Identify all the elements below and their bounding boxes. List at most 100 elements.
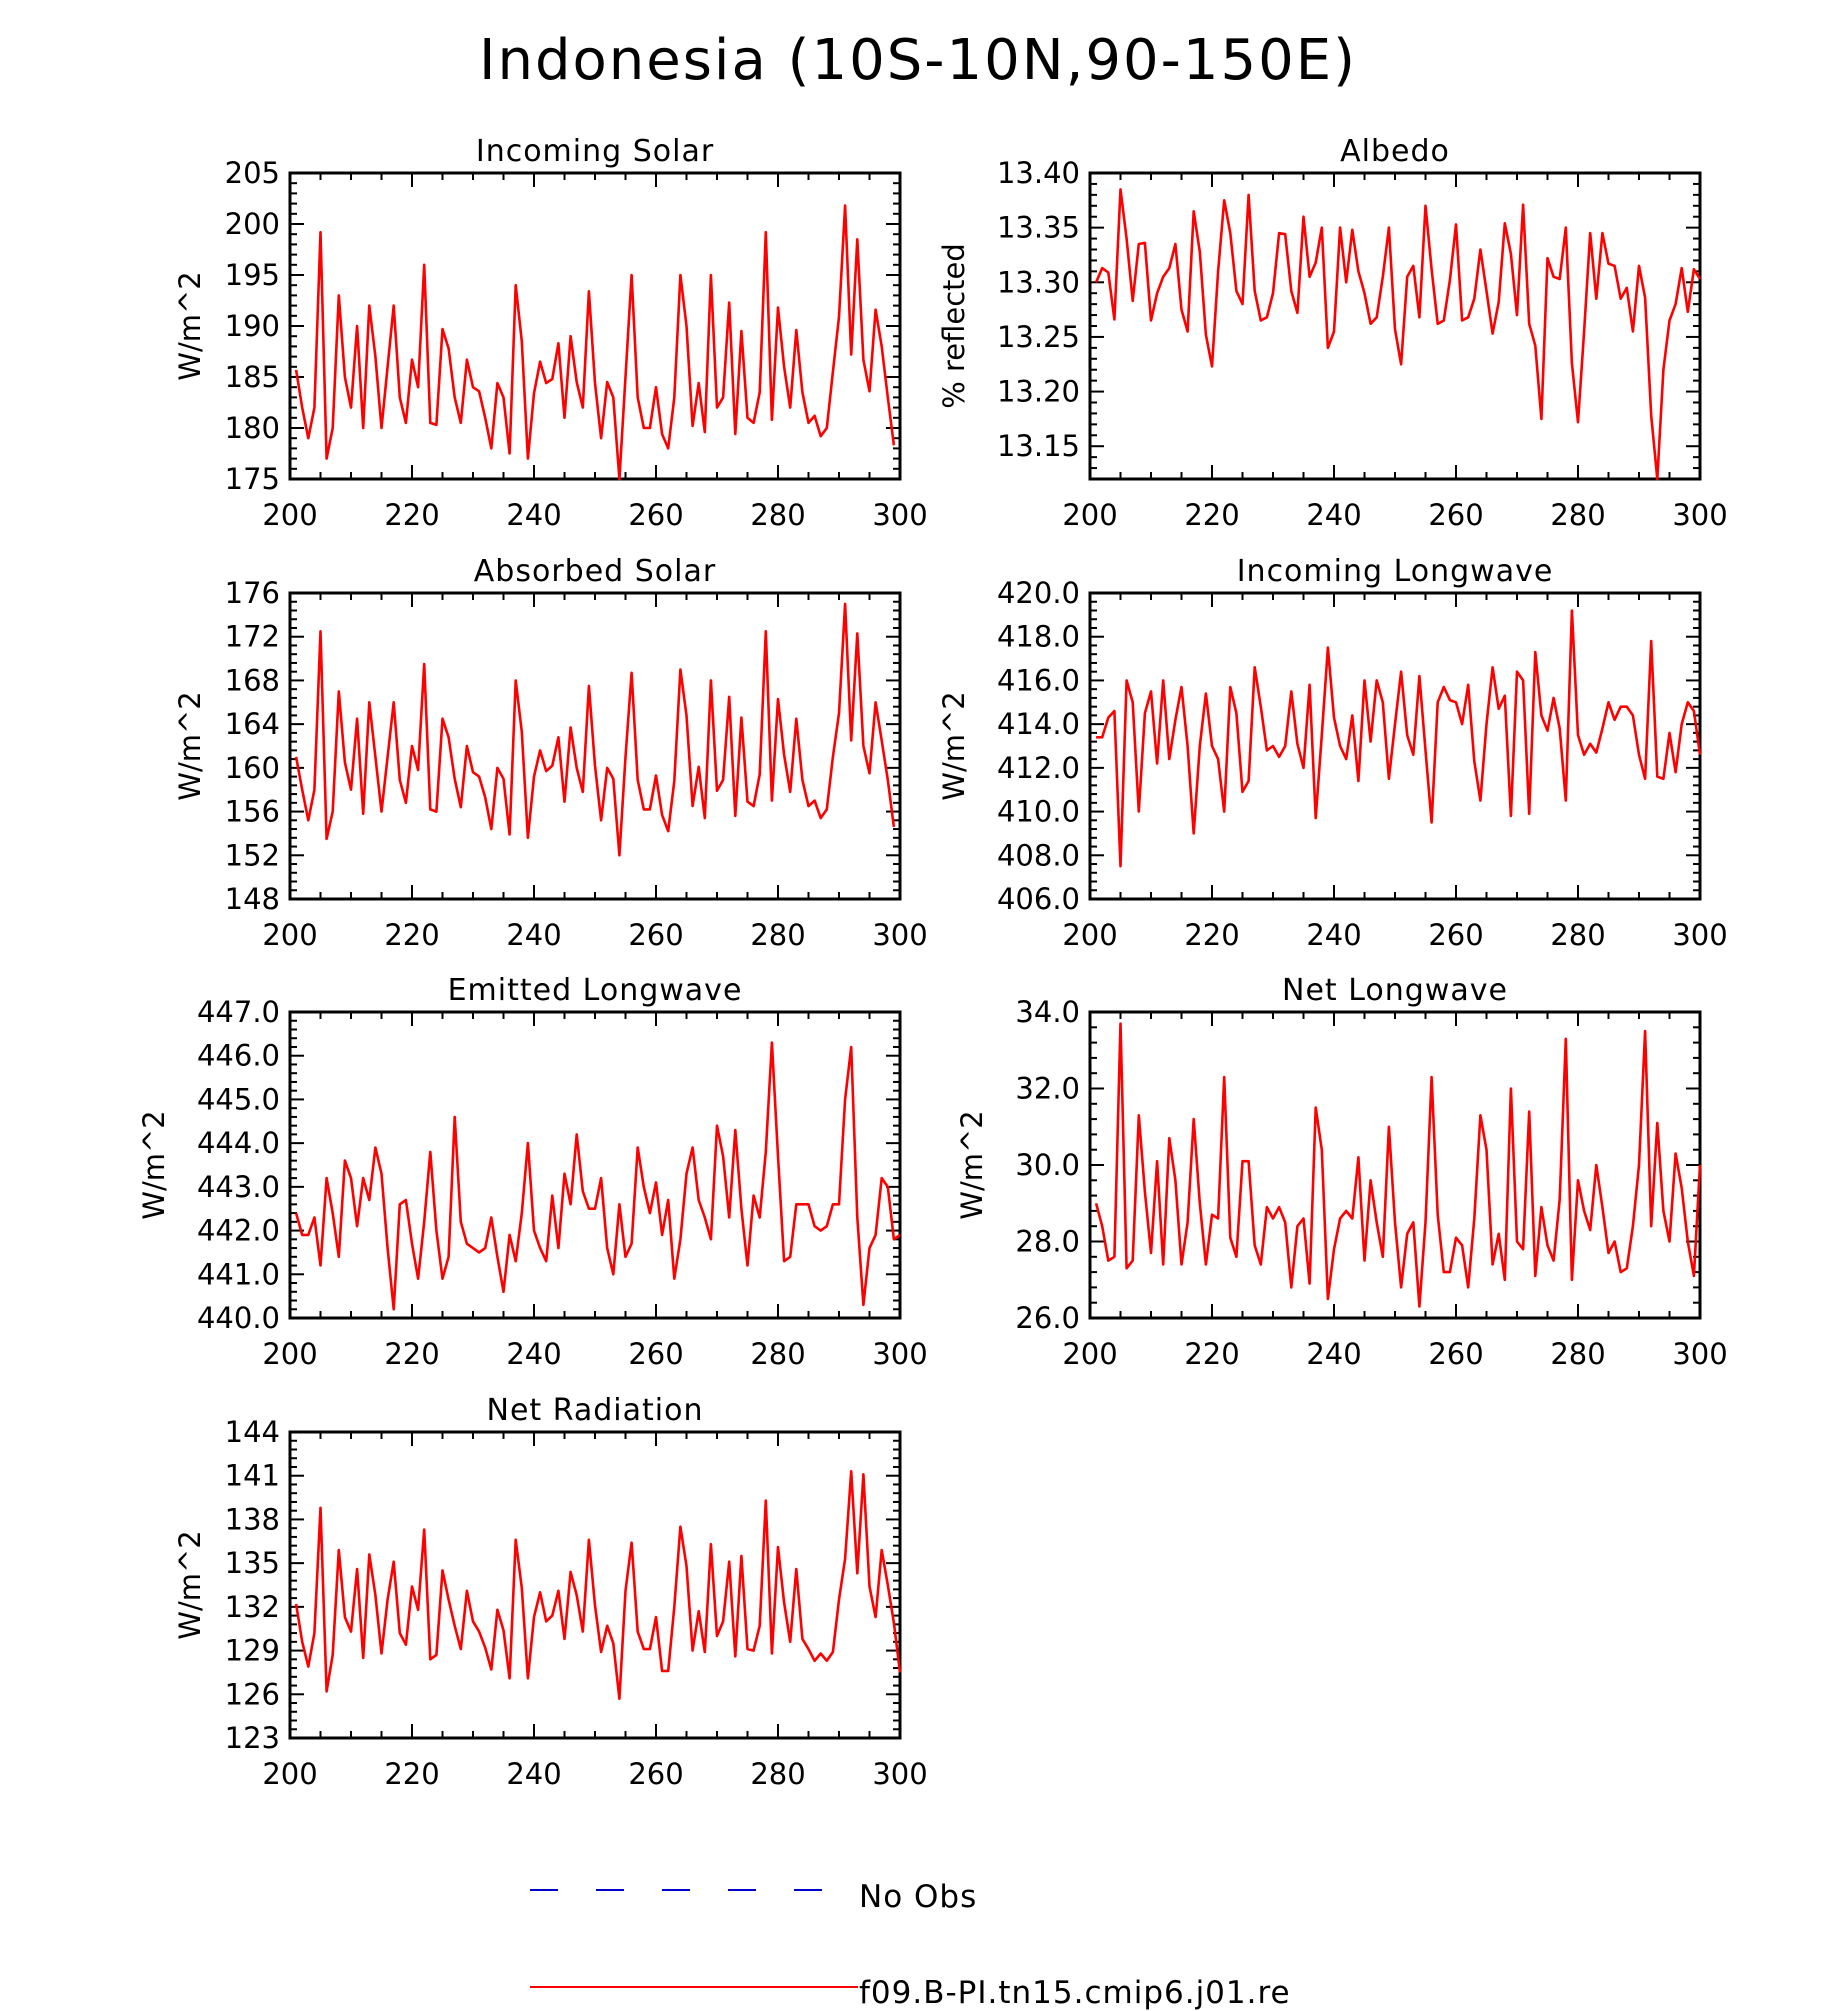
emitted-longwave-ytick-label: 441.0 <box>197 1257 280 1291</box>
net-radiation-ytick-label: 144 <box>225 1415 280 1449</box>
incoming-longwave-xtick-label: 260 <box>1428 918 1483 952</box>
incoming-longwave-xtick-label: 280 <box>1550 918 1605 952</box>
absorbed-solar-xtick-label: 280 <box>750 918 805 952</box>
incoming-longwave-xtick-label: 300 <box>1672 918 1727 952</box>
chart-incoming-longwave: 200 220 240 260 280 300 406.0 408.0 410.0 412.0 41… <box>937 554 1728 952</box>
albedo-xtick-label: 260 <box>1428 498 1483 532</box>
albedo-title: Albedo <box>1340 134 1450 169</box>
net-radiation-ytick-label: 123 <box>225 1721 280 1755</box>
net-longwave-xtick-label: 220 <box>1184 1337 1239 1371</box>
legend-obs-line <box>530 1889 858 1891</box>
incoming-solar-ytick-label: 175 <box>225 462 280 496</box>
net-radiation-ytick-label: 141 <box>225 1459 280 1493</box>
incoming-longwave-plot-frame <box>1088 591 1702 901</box>
net-longwave-xtick-label: 240 <box>1306 1337 1361 1371</box>
emitted-longwave-ytick-label: 446.0 <box>197 1039 280 1073</box>
absorbed-solar-ytick-label: 176 <box>225 576 280 610</box>
net-longwave-title: Net Longwave <box>1282 973 1508 1008</box>
net-radiation-title: Net Radiation <box>487 1393 704 1428</box>
albedo-ytick-label: 13.20 <box>997 375 1080 409</box>
page-title: Indonesia (10S-10N,90-150E) <box>478 28 1357 93</box>
net-longwave-xtick-label: 300 <box>1672 1337 1727 1371</box>
emitted-longwave-xtick-label: 240 <box>506 1337 561 1371</box>
legend-model-line <box>530 1986 858 1988</box>
net-longwave-ylabel: W/m^2 <box>955 1110 989 1219</box>
chart-albedo: 200 220 240 260 280 300 13.15 13.20 13.25 13.30 13… <box>937 134 1728 532</box>
absorbed-solar-ytick-label: 156 <box>225 795 280 829</box>
net-radiation-ytick-label: 138 <box>225 1502 280 1536</box>
incoming-solar-ytick-label: 180 <box>225 411 280 445</box>
net-radiation-xtick-label: 240 <box>506 1757 561 1791</box>
emitted-longwave-xtick-label: 220 <box>384 1337 439 1371</box>
net-radiation-ylabel: W/m^2 <box>173 1530 207 1639</box>
incoming-longwave-ytick-label: 414.0 <box>997 707 1080 741</box>
incoming-solar-xtick-label: 280 <box>750 498 805 532</box>
incoming-longwave-ytick-label: 416.0 <box>997 663 1080 697</box>
net-longwave-plot-frame <box>1088 1010 1702 1320</box>
net-radiation-ytick-label: 135 <box>225 1546 280 1580</box>
incoming-longwave-ytick-label: 406.0 <box>997 882 1080 916</box>
incoming-longwave-xtick-label: 240 <box>1306 918 1361 952</box>
emitted-longwave-xtick-label: 260 <box>628 1337 683 1371</box>
incoming-solar-xtick-label: 220 <box>384 498 439 532</box>
emitted-longwave-ytick-label: 445.0 <box>197 1082 280 1116</box>
incoming-solar-xtick-label: 300 <box>872 498 927 532</box>
net-radiation-series-line <box>294 1470 902 1700</box>
absorbed-solar-xtick-label: 220 <box>384 918 439 952</box>
net-radiation-ytick-label: 126 <box>225 1677 280 1711</box>
net-radiation-ytick-label: 129 <box>225 1634 280 1668</box>
net-longwave-xtick-label: 280 <box>1550 1337 1605 1371</box>
incoming-solar-ytick-label: 195 <box>225 258 280 292</box>
albedo-ytick-label: 13.35 <box>997 211 1080 245</box>
incoming-solar-ytick-label: 205 <box>225 156 280 190</box>
chart-incoming-solar: 200 220 240 260 280 300 175 180 185 190 195 200 205 I… <box>173 134 928 532</box>
net-radiation-xtick-label: 200 <box>262 1757 317 1791</box>
net-radiation-ytick-label: 132 <box>225 1590 280 1624</box>
incoming-longwave-ytick-label: 410.0 <box>997 795 1080 829</box>
absorbed-solar-ytick-label: 152 <box>225 838 280 872</box>
albedo-xtick-label: 220 <box>1184 498 1239 532</box>
incoming-solar-xtick-label: 200 <box>262 498 317 532</box>
net-longwave-ytick-label: 34.0 <box>1015 995 1080 1029</box>
absorbed-solar-series-line <box>294 602 896 857</box>
net-radiation-xtick-label: 280 <box>750 1757 805 1791</box>
net-longwave-xtick-label: 200 <box>1062 1337 1117 1371</box>
emitted-longwave-ytick-label: 443.0 <box>197 1170 280 1204</box>
albedo-xtick-label: 240 <box>1306 498 1361 532</box>
incoming-longwave-ytick-label: 408.0 <box>997 838 1080 872</box>
absorbed-solar-plot-frame <box>288 591 902 901</box>
net-longwave-ytick-label: 32.0 <box>1015 1072 1080 1106</box>
albedo-ytick-label: 13.25 <box>997 320 1080 354</box>
emitted-longwave-plot-frame <box>288 1010 902 1320</box>
emitted-longwave-ytick-label: 442.0 <box>197 1214 280 1248</box>
absorbed-solar-ylabel: W/m^2 <box>173 691 207 800</box>
incoming-solar-series-line <box>294 204 896 481</box>
emitted-longwave-ylabel: W/m^2 <box>137 1110 171 1219</box>
net-longwave-series-line <box>1094 1022 1702 1308</box>
emitted-longwave-xtick-label: 300 <box>872 1337 927 1371</box>
emitted-longwave-series-line <box>294 1041 901 1311</box>
net-longwave-ytick-label: 28.0 <box>1015 1225 1080 1259</box>
incoming-longwave-xtick-label: 200 <box>1062 918 1117 952</box>
emitted-longwave-xtick-label: 200 <box>262 1337 317 1371</box>
incoming-solar-title: Incoming Solar <box>476 134 714 169</box>
chart-net-radiation: 200 220 240 260 280 300 123 126 129 132 135 138 141 1… <box>173 1393 928 1791</box>
emitted-longwave-xtick-label: 280 <box>750 1337 805 1371</box>
absorbed-solar-xtick-label: 200 <box>262 918 317 952</box>
incoming-longwave-xtick-label: 220 <box>1184 918 1239 952</box>
chart-emitted-longwave: 200 220 240 260 280 300 440.0 441.0 442.0 443.0 44… <box>137 973 928 1371</box>
absorbed-solar-ytick-label: 172 <box>225 620 280 654</box>
emitted-longwave-ytick-label: 447.0 <box>197 995 280 1029</box>
net-radiation-plot-frame <box>288 1430 902 1740</box>
absorbed-solar-ytick-label: 164 <box>225 707 280 741</box>
incoming-solar-ytick-label: 190 <box>225 309 280 343</box>
net-radiation-xtick-label: 220 <box>384 1757 439 1791</box>
incoming-longwave-ytick-label: 420.0 <box>997 576 1080 610</box>
net-longwave-xtick-label: 260 <box>1428 1337 1483 1371</box>
net-radiation-xtick-label: 260 <box>628 1757 683 1791</box>
incoming-solar-plot-frame <box>288 171 902 481</box>
albedo-ytick-label: 13.40 <box>997 156 1080 190</box>
incoming-longwave-title: Incoming Longwave <box>1237 554 1554 589</box>
incoming-solar-xtick-label: 240 <box>506 498 561 532</box>
absorbed-solar-ytick-label: 168 <box>225 663 280 697</box>
